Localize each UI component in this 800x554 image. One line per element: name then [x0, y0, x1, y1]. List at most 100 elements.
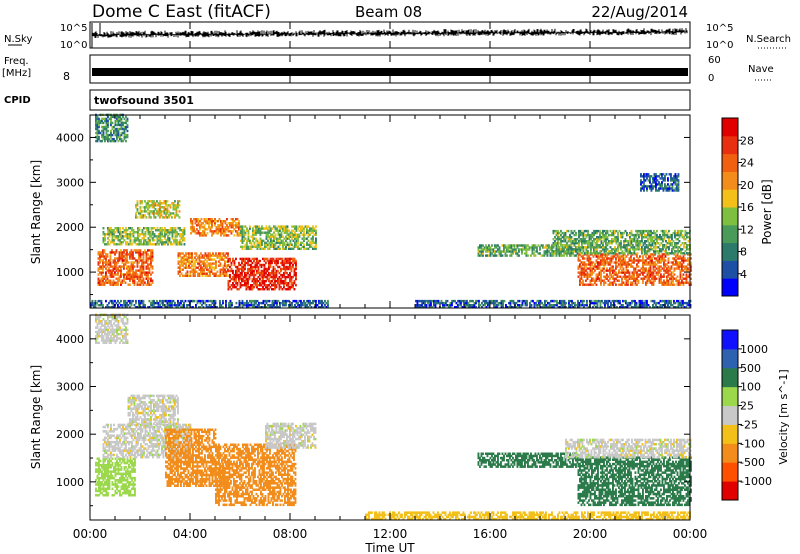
power-cell [638, 242, 640, 245]
power-cell [597, 252, 600, 255]
power-cell [274, 282, 276, 285]
power-cell [93, 306, 95, 309]
power-cell [307, 235, 310, 238]
power-cell [573, 240, 576, 243]
power-cell [136, 216, 139, 219]
power-cell [267, 304, 269, 307]
power-cell [150, 243, 153, 246]
power-cell [201, 272, 204, 275]
power-cell [607, 301, 609, 305]
power-cell [612, 275, 614, 278]
power-cell [285, 239, 287, 242]
power-cell [473, 301, 476, 305]
power-cell [303, 247, 305, 250]
power-cell [554, 242, 556, 245]
power-cell [214, 222, 216, 225]
power-cell [151, 299, 154, 303]
power-cell [636, 283, 638, 286]
power-cell [628, 259, 631, 262]
power-cell [206, 222, 209, 225]
power-cell [151, 306, 154, 309]
power-cell [636, 244, 639, 247]
power-cell [132, 261, 134, 264]
power-cell [105, 281, 107, 284]
power-cell [96, 121, 99, 125]
power-cell [261, 231, 263, 234]
power-cell [274, 275, 276, 279]
power-cell [630, 238, 633, 241]
power-cell [645, 246, 648, 249]
power-cell [104, 119, 106, 123]
power-cell [129, 227, 132, 230]
power-cell [274, 261, 276, 265]
power-cell [608, 250, 610, 253]
power-cell [566, 229, 568, 233]
power-cell [207, 270, 210, 273]
power-cell [629, 301, 632, 305]
power-cell [211, 220, 213, 223]
power-cell [603, 240, 606, 243]
power-cell [177, 260, 180, 263]
power-cell [138, 269, 140, 272]
power-cell [253, 269, 255, 273]
power-cell [310, 301, 313, 305]
power-cell [315, 237, 317, 240]
power-cell [100, 259, 103, 262]
power-cell [142, 251, 145, 254]
power-cell [144, 206, 146, 209]
power-cell [443, 301, 446, 305]
power-cell [142, 263, 145, 266]
power-cell [273, 239, 275, 242]
power-cell [246, 241, 248, 244]
power-cell [172, 208, 175, 211]
power-cell [192, 274, 195, 277]
power-cell [177, 262, 180, 265]
power-cell [563, 238, 565, 241]
power-cell [265, 237, 268, 240]
power-cell [233, 261, 236, 265]
power-cell [166, 206, 169, 209]
power-cell [119, 229, 121, 232]
power-cell [476, 299, 479, 303]
cpid-label: CPID [4, 95, 31, 106]
power-cell [675, 231, 678, 235]
power-cell [180, 268, 183, 271]
power-cell [217, 224, 219, 227]
power-cell [182, 264, 184, 267]
power-cell [123, 125, 126, 129]
power-cell [598, 271, 601, 274]
power-cell [209, 230, 212, 233]
power-cell [261, 241, 263, 244]
power-cell [630, 240, 633, 243]
power-cell [179, 274, 181, 277]
power-cell [130, 253, 133, 256]
power-cell [177, 299, 179, 303]
power-cell [161, 233, 163, 236]
power-cell [497, 250, 499, 253]
power-cell [227, 279, 230, 283]
power-cell [143, 237, 145, 240]
power-cell [245, 257, 248, 261]
power-cell [108, 133, 111, 137]
power-cell [673, 269, 676, 272]
power-cell [594, 231, 597, 235]
power-cell [245, 284, 248, 287]
power-cell [235, 269, 237, 273]
power-cell [478, 299, 480, 303]
power-cell [120, 235, 123, 238]
power-cell [622, 306, 624, 309]
power-cell [675, 250, 678, 253]
power-cell [258, 243, 260, 246]
power-cell [534, 244, 537, 247]
power-cell [642, 277, 644, 280]
power-cell [144, 214, 146, 217]
power-cell [552, 238, 555, 241]
power-cell [283, 225, 286, 228]
power-cell [208, 220, 210, 223]
power-cell [619, 267, 622, 270]
power-cell [648, 233, 651, 237]
power-cell [597, 229, 600, 233]
power-cell [682, 265, 685, 268]
power-cell [636, 238, 639, 241]
power-cell [268, 259, 270, 263]
